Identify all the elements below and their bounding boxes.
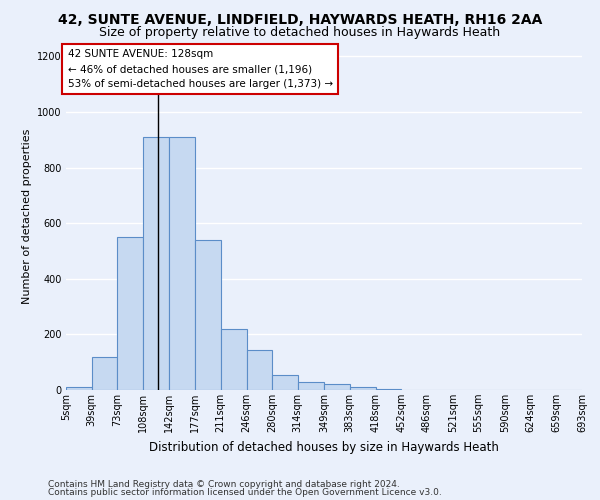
Bar bbox=[247, 350, 272, 390]
Bar bbox=[221, 329, 247, 390]
Bar bbox=[272, 374, 298, 390]
Text: 42, SUNTE AVENUE, LINDFIELD, HAYWARDS HEATH, RH16 2AA: 42, SUNTE AVENUE, LINDFIELD, HAYWARDS HE… bbox=[58, 12, 542, 26]
Bar bbox=[195, 240, 221, 390]
Bar bbox=[298, 382, 324, 390]
Text: 42 SUNTE AVENUE: 128sqm
← 46% of detached houses are smaller (1,196)
53% of semi: 42 SUNTE AVENUE: 128sqm ← 46% of detache… bbox=[67, 50, 332, 89]
Bar bbox=[91, 356, 117, 390]
Text: Contains public sector information licensed under the Open Government Licence v3: Contains public sector information licen… bbox=[48, 488, 442, 497]
Bar bbox=[324, 384, 349, 390]
Bar bbox=[376, 388, 401, 390]
Bar bbox=[349, 387, 376, 390]
Text: Contains HM Land Registry data © Crown copyright and database right 2024.: Contains HM Land Registry data © Crown c… bbox=[48, 480, 400, 489]
X-axis label: Distribution of detached houses by size in Haywards Heath: Distribution of detached houses by size … bbox=[149, 440, 499, 454]
Bar bbox=[117, 237, 143, 390]
Bar bbox=[169, 137, 195, 390]
Text: Size of property relative to detached houses in Haywards Heath: Size of property relative to detached ho… bbox=[100, 26, 500, 39]
Bar bbox=[143, 137, 169, 390]
Y-axis label: Number of detached properties: Number of detached properties bbox=[22, 128, 32, 304]
Bar bbox=[66, 387, 91, 390]
